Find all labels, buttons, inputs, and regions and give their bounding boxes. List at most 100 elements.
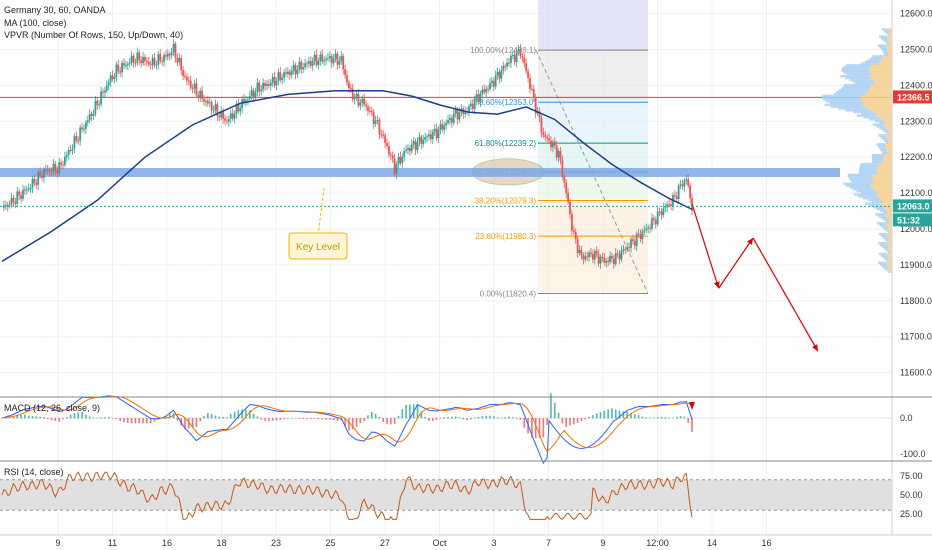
macd-histogram-bar: [20, 414, 22, 419]
volume-bar-up: [868, 58, 882, 62]
candle-body: [12, 197, 15, 202]
candle-body: [306, 63, 308, 65]
candle-body: [639, 234, 642, 240]
volume-bar-up: [879, 126, 887, 130]
macd-histogram-bar: [241, 409, 243, 419]
rsi-label[interactable]: RSI (14, close): [4, 467, 64, 477]
candle-body: [645, 228, 648, 230]
volume-bar-down: [872, 177, 892, 180]
macd-label[interactable]: MACD (12, 26, close, 9): [4, 403, 101, 413]
volume-bar-up: [883, 218, 889, 222]
candle-body: [33, 179, 36, 184]
candle-body: [31, 179, 34, 188]
candle-body: [267, 84, 270, 86]
volume-bar-down: [877, 168, 892, 171]
volume-bar-down: [886, 121, 892, 125]
candle-body: [283, 72, 285, 78]
candle-body: [405, 150, 407, 152]
macd-histogram-bar: [473, 417, 476, 419]
volume-bar-up: [871, 161, 883, 164]
macd-histogram-bar: [584, 418, 587, 420]
candle-body: [546, 136, 549, 139]
volume-bar-up: [882, 38, 888, 42]
projection-segment: [718, 237, 754, 289]
candle-body: [521, 55, 524, 58]
macd-histogram-bar: [611, 408, 613, 419]
macd-histogram-bar: [351, 418, 354, 430]
vpvr-indicator-label[interactable]: VPVR (Number Of Rows, 150, Up/Down, 40): [4, 30, 184, 40]
candle-body: [126, 63, 129, 66]
candle-body: [260, 89, 263, 92]
volume-bar-down: [881, 58, 892, 62]
candle-body: [447, 120, 449, 124]
volume-bar-down: [869, 87, 892, 90]
macd-histogram-bar: [195, 418, 198, 428]
candle-body: [464, 111, 467, 114]
fib-zone: [538, 236, 648, 294]
volume-bar-up: [884, 130, 889, 134]
volume-bar-down: [882, 200, 892, 204]
macd-histogram-bar: [344, 418, 346, 427]
volume-bar-down: [888, 211, 892, 214]
macd-histogram-bar: [603, 410, 606, 419]
fib-zone: [538, 102, 648, 144]
candle-body: [348, 82, 350, 89]
volume-bar-down: [886, 243, 892, 247]
macd-histogram-bar: [542, 418, 545, 438]
fib-level-label: 38.20%(12079.3): [475, 197, 537, 206]
volume-bar-up: [882, 28, 888, 31]
volume-bar-up: [887, 132, 890, 135]
volume-bar-down: [872, 173, 892, 177]
volume-bar-down: [888, 30, 892, 33]
ma-indicator-label[interactable]: MA (100, close): [4, 18, 67, 28]
candle-body: [409, 147, 411, 152]
candle-body: [50, 171, 53, 173]
candle-body: [416, 142, 419, 151]
candle-body: [142, 57, 144, 64]
volume-bar-down: [887, 236, 892, 239]
volume-bar-up: [885, 31, 890, 35]
candle-body: [458, 112, 461, 120]
candle-body: [243, 99, 245, 103]
price-tick-label: 12100.0: [900, 188, 932, 198]
candle-body: [660, 211, 663, 215]
volume-bar-down: [865, 92, 892, 96]
price-axis[interactable]: 12600.0 12500.0 12400.0 12300.0 12200.0 12100…: [891, 0, 932, 535]
time-axis[interactable]: 9 11 16 18 23 25 27 Oct 3 7 9 12:00 14 16: [0, 534, 932, 548]
candle-body: [166, 53, 169, 57]
countdown-tag-bg: [893, 213, 932, 227]
volume-bar-down: [869, 69, 892, 72]
candle-body: [336, 53, 339, 65]
volume-bar-down: [860, 94, 892, 98]
volume-bar-up: [871, 153, 883, 157]
candle-body: [254, 92, 257, 98]
macd-histogram-bar: [393, 418, 396, 425]
candle-body: [161, 60, 164, 62]
macd-histogram-bar: [641, 416, 644, 419]
volume-bar-down: [872, 175, 892, 178]
candle-body: [603, 258, 606, 263]
candle-body: [332, 58, 335, 64]
macd-histogram-bar: [531, 418, 533, 438]
hline-price-tag: 12366.5: [897, 92, 930, 102]
volume-bar-down: [889, 249, 892, 252]
macd-histogram-bar: [290, 417, 293, 419]
volume-bar-down: [864, 101, 892, 105]
candle-body: [382, 134, 385, 136]
candle-body: [92, 113, 95, 116]
volume-bar-up: [885, 220, 890, 223]
macd-histogram-bar: [248, 410, 251, 419]
candle-body: [193, 83, 196, 89]
volume-bar-up: [869, 204, 882, 207]
volume-bar-up: [833, 92, 866, 96]
macd-histogram-bar: [462, 418, 465, 420]
macd-histogram-bar: [35, 416, 38, 419]
macd-histogram-bar: [283, 418, 285, 420]
volume-bar-up: [854, 82, 876, 85]
candle-body: [500, 70, 503, 79]
candle-body: [567, 193, 570, 202]
candle-body: [490, 80, 493, 83]
macd-histogram-bar: [664, 417, 667, 419]
macd-histogram-bar: [668, 417, 670, 419]
